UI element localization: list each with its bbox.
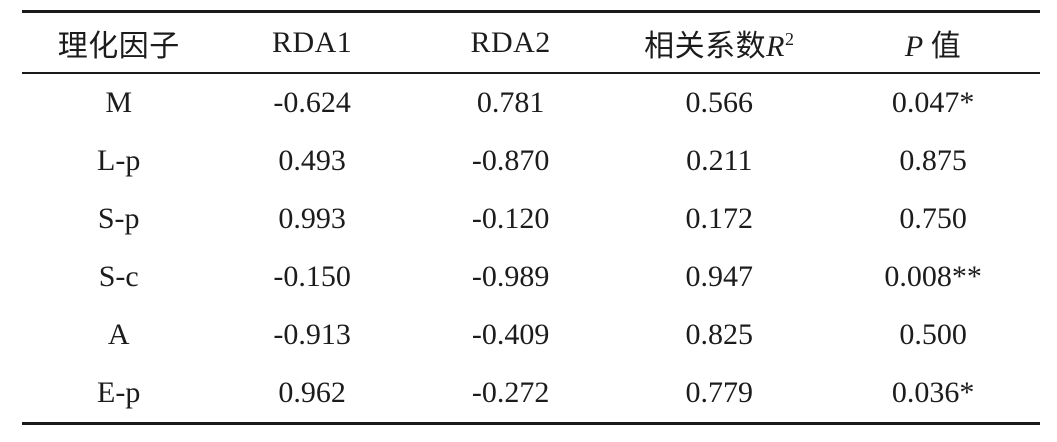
cell-factor: A [107,318,130,351]
cell-rda2: 0.781 [476,86,545,119]
cell-rda1: -0.150 [273,260,351,293]
cell-pvalue: 0.500 [899,318,967,351]
cell-rda2: -0.272 [471,376,550,409]
col-header-rda2: RDA2 [408,11,613,74]
col-header-r2: 相关系数R2 [612,11,827,74]
cell-r2: 0.779 [685,376,754,409]
cell-pvalue: 0.036* [891,376,975,409]
cell-r2: 0.566 [685,86,754,119]
cell-factor: S-c [98,260,139,293]
cell-factor: L-p [97,144,141,177]
r2-superscript: 2 [784,28,795,49]
cell-pvalue: 0.750 [899,202,967,235]
cell-r2: 0.172 [685,202,754,235]
cell-pvalue: 0.047* [891,86,975,119]
cell-factor: E-p [97,376,141,409]
cell-rda2: -0.870 [471,144,550,177]
col-header-rda1: RDA1 [215,11,409,74]
cell-rda1: 0.962 [278,376,346,409]
cell-r2: 0.825 [685,318,754,351]
cell-rda1: 0.493 [278,144,346,177]
r2-symbol: R [766,29,785,63]
cell-rda2: -0.989 [471,260,550,293]
cell-rda2: -0.409 [471,318,550,351]
cell-r2: 0.947 [685,260,754,293]
cell-rda2: -0.120 [471,202,550,235]
r2-header-prefix: 相关系数 [644,29,767,63]
table-row: A -0.913 -0.409 0.825 0.500 [22,306,1040,364]
cell-factor: M [105,86,133,119]
col-header-factor: 理化因子 [22,11,216,74]
cell-factor: S-p [97,202,140,235]
table-row: L-p 0.493 -0.870 0.211 0.875 [22,132,1040,190]
cell-pvalue: 0.008** [884,260,982,293]
table-row: S-p 0.993 -0.120 0.172 0.750 [22,190,1040,248]
cell-rda1: 0.993 [278,202,346,235]
table-row: E-p 0.962 -0.272 0.779 0.036* [22,364,1040,424]
table-row: M -0.624 0.781 0.566 0.047* [22,73,1040,132]
cell-rda1: -0.624 [273,86,351,119]
cell-pvalue: 0.875 [899,144,967,177]
p-symbol: P [904,29,924,63]
cell-r2: 0.211 [686,144,753,177]
p-header-suffix: 值 [930,29,962,63]
table-row: S-c -0.150 -0.989 0.947 0.008** [22,248,1040,306]
cell-rda1: -0.913 [273,318,351,351]
